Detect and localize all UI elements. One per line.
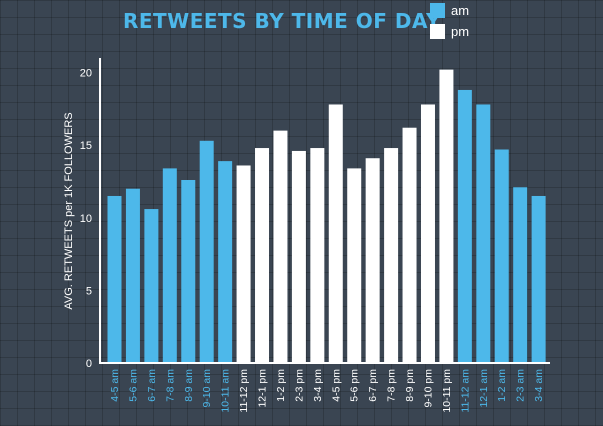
legend-item-pm: pm — [430, 24, 469, 39]
bar-5-6-pm — [347, 168, 362, 363]
bar-1-2-am — [494, 149, 509, 363]
legend-swatch-am — [430, 3, 445, 18]
bar-2-3-pm — [291, 150, 306, 363]
y-axis-ticks: 0 5 10 15 20 — [80, 68, 92, 370]
x-tick-label: 12-1 pm — [257, 369, 269, 408]
x-axis-labels: 4-5 am 5-6 am 6-7 am 7-8 am 8-9 am 9-10 am 10-… — [109, 369, 545, 413]
legend-label-pm: pm — [451, 24, 469, 39]
legend-swatch-pm — [430, 24, 445, 39]
x-tick-label: 4-5 pm — [330, 369, 342, 402]
x-tick-label: 7-8 am — [164, 369, 176, 402]
x-tick-label: 5-6 am — [127, 369, 139, 402]
x-tick-label: 6-7 pm — [367, 369, 379, 402]
bar-4-5-am — [107, 195, 122, 363]
x-tick-label: 5-6 pm — [349, 369, 361, 402]
bar-11-12-am — [457, 89, 472, 363]
bar-7-8-am — [162, 168, 177, 363]
legend-item-am: am — [430, 3, 469, 18]
x-tick-label: 11-12 am — [459, 369, 471, 413]
bar-9-10-pm — [420, 104, 435, 363]
bar-8-9-am — [181, 180, 196, 363]
bar-5-6-am — [125, 188, 140, 363]
bar-6-7-pm — [365, 158, 380, 363]
x-tick-label: 8-9 am — [183, 369, 195, 402]
x-tick-label: 1-2 am — [496, 369, 508, 402]
y-axis-title: AVG. RETWEETS per 1K FOLLOWERS — [63, 112, 75, 309]
bar-9-10-am — [199, 140, 214, 363]
x-tick-label: 3-4 am — [533, 369, 545, 402]
bar-6-7-am — [144, 209, 159, 363]
x-tick-label: 10-11 am — [220, 369, 232, 413]
bar-12-1-am — [476, 104, 491, 363]
x-tick-label: 12-1 am — [478, 369, 490, 408]
x-tick-label: 11-12 pm — [238, 369, 250, 413]
bar-2-3-am — [513, 187, 528, 363]
x-tick-label: 6-7 am — [146, 369, 158, 402]
y-tick-label: 5 — [86, 285, 92, 297]
chart-title: RETWEETS BY TIME OF DAY — [123, 9, 441, 33]
x-tick-label: 10-11 pm — [441, 369, 453, 413]
y-tick-label: 20 — [80, 68, 92, 80]
x-tick-label: 8-9 pm — [404, 369, 416, 402]
x-tick-label: 9-10 pm — [422, 369, 434, 408]
x-tick-label: 9-10 am — [201, 369, 213, 408]
x-tick-label: 2-3 pm — [293, 369, 305, 402]
bar-3-4-pm — [310, 148, 325, 363]
x-tick-label: 2-3 am — [515, 369, 527, 402]
bar-10-11-pm — [439, 69, 454, 363]
y-tick-label: 0 — [86, 358, 92, 370]
bar-12-1-pm — [255, 148, 270, 363]
bar-11-12-pm — [236, 165, 251, 363]
bar-1-2-pm — [273, 130, 288, 363]
x-tick-label: 3-4 pm — [312, 369, 324, 402]
x-tick-label: 4-5 am — [109, 369, 121, 402]
bar-10-11-am — [218, 161, 233, 363]
y-tick-label: 15 — [80, 140, 92, 152]
legend-label-am: am — [451, 3, 469, 18]
bar-3-4-am — [531, 195, 546, 363]
bar-4-5-pm — [328, 104, 343, 363]
bars — [107, 69, 546, 363]
x-tick-label: 1-2 pm — [275, 369, 287, 402]
bar-8-9-pm — [402, 127, 417, 363]
legend: am pm — [430, 3, 469, 39]
y-tick-label: 10 — [80, 213, 92, 225]
x-tick-label: 7-8 pm — [386, 369, 398, 402]
bar-7-8-pm — [384, 148, 399, 363]
